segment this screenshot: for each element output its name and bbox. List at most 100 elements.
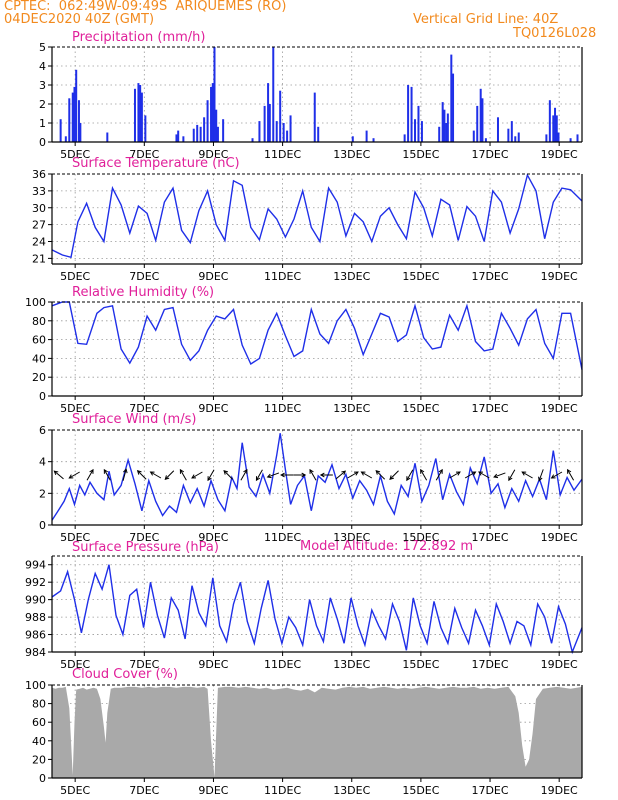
precip-bar — [282, 123, 285, 142]
precip-bar — [510, 121, 513, 142]
precip-bar — [199, 126, 202, 142]
x-tick-label: 15DEC — [402, 531, 439, 544]
precip-bar — [263, 105, 266, 142]
wind-arrow-shaft — [449, 471, 461, 479]
precip-bar — [514, 136, 517, 142]
y-tick-label: 1 — [39, 117, 46, 130]
precip-bar — [182, 136, 185, 142]
wind-arrow-head — [136, 470, 142, 475]
x-tick-label: 5DEC — [60, 402, 90, 415]
precip-bar — [289, 115, 292, 142]
precip-bar — [481, 98, 484, 142]
wind-arrow-head — [309, 468, 314, 474]
y-tick-label: 994 — [25, 559, 46, 572]
precip-bar — [576, 134, 579, 142]
precip-bar — [196, 124, 199, 142]
wind-arrow — [389, 470, 399, 480]
wind-arrow-shaft — [361, 471, 373, 479]
panel-title: Relative Humidity (%) — [72, 285, 214, 300]
wind-arrow — [266, 472, 280, 479]
precip-bar — [545, 134, 548, 142]
y-tick-label: 984 — [25, 646, 46, 659]
precip-bar — [286, 130, 289, 142]
precip-bar — [272, 47, 275, 142]
wind-arrow-shaft — [164, 470, 175, 480]
wind-arrow-head — [471, 471, 477, 476]
y-tick-label: 36 — [32, 168, 46, 181]
wind-arrow-shaft — [137, 470, 147, 480]
x-tick-label: 11DEC — [264, 658, 301, 671]
precip-bar — [268, 104, 271, 142]
cloud-area — [52, 686, 582, 778]
wind-arrow-shaft — [256, 469, 263, 481]
x-tick-label: 13DEC — [333, 658, 370, 671]
wind-arrow — [449, 471, 461, 479]
precip-bar — [210, 86, 213, 142]
precip-bar — [139, 85, 142, 142]
wind-arrow-head — [53, 470, 59, 476]
x-tick-label: 7DEC — [129, 148, 159, 161]
precip-bar — [414, 119, 417, 142]
precip-bar — [73, 86, 76, 142]
precip-bar — [317, 126, 320, 142]
wind-arrow — [191, 471, 203, 479]
model-altitude-label: Model Altitude: 172.892 m — [300, 539, 474, 554]
wind-arrow — [53, 470, 64, 480]
precip-bar — [206, 100, 209, 142]
wind-arrow-shaft — [406, 469, 414, 481]
x-tick-label: 17DEC — [471, 402, 508, 415]
y-tick-label: 0 — [39, 772, 46, 785]
wind-arrow-head — [508, 476, 513, 482]
series-line — [51, 173, 583, 259]
wind-arrow-head — [319, 472, 325, 478]
wind-arrow-head — [375, 470, 381, 475]
y-tick-label: 21 — [32, 252, 46, 265]
y-tick-label: 3 — [39, 79, 46, 92]
y-tick-label: 100 — [25, 679, 46, 692]
y-tick-label: 80 — [32, 698, 46, 711]
y-tick-label: 2 — [39, 98, 46, 111]
wind-arrow-shaft — [267, 472, 280, 478]
panel-title: Precipitation (mm/h) — [72, 30, 205, 45]
precip-bar — [59, 119, 62, 142]
x-tick-label: 19DEC — [541, 402, 578, 415]
precip-bar — [75, 69, 78, 142]
wind-arrow — [508, 469, 516, 482]
precip-bar — [192, 128, 195, 142]
x-tick-label: 11DEC — [264, 270, 301, 283]
precip-bar — [569, 138, 572, 142]
wind-arrow-head — [280, 472, 285, 478]
precip-bar — [476, 105, 479, 142]
x-tick-label: 9DEC — [198, 784, 228, 797]
x-tick-label: 5DEC — [60, 270, 90, 283]
wind-arrow-shaft — [335, 470, 346, 480]
precip-bar — [407, 85, 410, 142]
wind-arrow — [280, 472, 294, 478]
x-tick-label: 11DEC — [264, 531, 301, 544]
wind-arrow — [464, 471, 477, 479]
wind-arrow — [149, 471, 162, 479]
precip-bar — [144, 115, 147, 142]
precip-bar — [106, 132, 109, 142]
wind-arrow — [538, 469, 544, 482]
precip-bar — [177, 130, 180, 142]
wind-arrow-shaft — [207, 469, 215, 481]
precip-bar — [557, 132, 560, 142]
precip-bar — [420, 121, 423, 142]
x-tick-label: 9DEC — [198, 148, 228, 161]
header-run-code: TQ0126L028 — [513, 26, 597, 41]
precip-bar — [445, 123, 448, 142]
wind-arrow-head — [123, 468, 128, 474]
x-tick-label: 17DEC — [471, 148, 508, 161]
y-tick-label: 0 — [39, 519, 46, 532]
panel-6: Cloud Cover (%) 0 20 40 60 80 100 5DEC 7DEC 9DEC 1… — [25, 667, 583, 797]
wind-arrow — [86, 468, 94, 481]
panel-title: Surface Pressure (hPa) — [72, 540, 219, 555]
x-tick-label: 7DEC — [129, 270, 159, 283]
y-tick-label: 992 — [25, 576, 46, 589]
header-grid-note: Vertical Grid Line: 40Z — [413, 12, 559, 27]
header-location: CPTEC: 062:49W-09:49S ARIQUEMES (RO) — [4, 0, 287, 14]
wind-arrow — [68, 471, 80, 479]
wind-arrow-head — [353, 471, 359, 476]
precip-bar — [211, 83, 214, 142]
